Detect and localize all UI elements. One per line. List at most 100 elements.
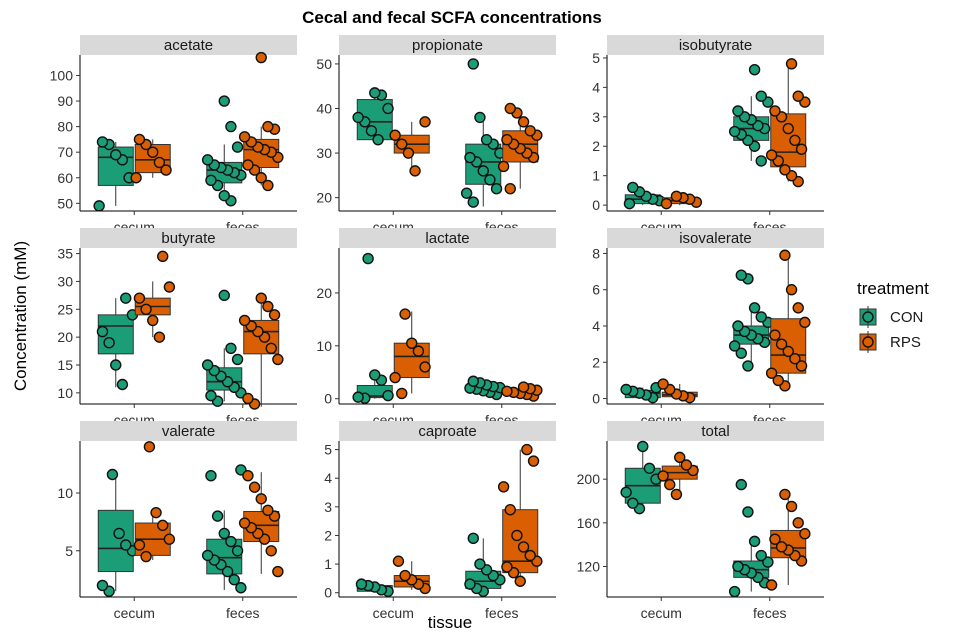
data-point — [762, 556, 774, 568]
y-tick-label-isobutyrate: 1 — [592, 168, 600, 184]
box-isobutyrate-cecum-RPS — [660, 190, 703, 210]
data-point — [419, 116, 431, 128]
data-point — [755, 155, 767, 167]
box-propionate-cecum-CON — [352, 87, 394, 146]
box-propionate-feces-CON — [460, 58, 506, 208]
data-point — [779, 164, 791, 176]
strip-propionate — [339, 35, 556, 55]
box-valerate-feces-RPS — [238, 469, 284, 578]
y-tick-label-propionate: 20 — [316, 190, 332, 206]
data-point — [205, 469, 217, 482]
data-point — [355, 578, 368, 590]
data-point — [464, 151, 476, 164]
data-point — [140, 303, 152, 315]
data-point — [732, 105, 744, 117]
box-butyrate-feces-CON — [201, 289, 247, 407]
panel-caproate: caproate 0 1 2 3 4 5 cecum feces — [324, 421, 556, 621]
data-point — [369, 369, 381, 381]
data-point — [785, 58, 798, 70]
x-tick-label-caproate: cecum — [373, 605, 414, 621]
box-total-feces-RPS — [765, 488, 811, 591]
data-point — [748, 302, 761, 314]
strip-label-caproate: caproate — [418, 423, 476, 440]
y-tick-label-total: 120 — [577, 558, 601, 574]
box-butyrate-cecum-RPS — [133, 250, 176, 343]
data-point — [412, 345, 425, 357]
y-tick-label-butyrate: 35 — [57, 246, 73, 262]
strip-label-isobutyrate: isobutyrate — [679, 37, 752, 54]
x-tick-label-valerate: feces — [226, 605, 259, 621]
data-point — [262, 504, 274, 517]
strip-butyrate — [80, 228, 297, 248]
data-point — [728, 340, 741, 352]
data-point — [147, 146, 159, 158]
data-point — [255, 493, 267, 505]
data-point — [133, 133, 146, 146]
data-point — [399, 569, 411, 582]
data-point — [799, 316, 811, 329]
y-tick-label-caproate: 3 — [324, 499, 332, 515]
box-isovalerate-cecum-CON — [620, 381, 662, 404]
data-point — [742, 360, 754, 372]
data-point — [517, 541, 530, 553]
data-point — [133, 292, 146, 304]
data-point — [201, 359, 214, 371]
y-tick-label-valerate: 10 — [57, 485, 73, 501]
data-point — [799, 528, 811, 540]
data-point — [352, 111, 364, 124]
box-valerate-cecum-CON — [96, 468, 139, 597]
data-point — [130, 172, 142, 184]
data-point — [218, 527, 230, 540]
y-tick-label-isovalerate: 6 — [592, 282, 600, 298]
data-point — [474, 558, 486, 570]
data-point — [268, 309, 281, 321]
y-tick-label-isobutyrate: 0 — [592, 197, 600, 213]
legend: treatment CON RPS — [857, 279, 929, 353]
data-point — [205, 174, 217, 187]
y-tick-label-isobutyrate: 2 — [592, 138, 600, 154]
y-tick-label-acetate: 100 — [50, 67, 74, 83]
data-point — [262, 300, 274, 313]
y-tick-label-isobutyrate: 3 — [592, 109, 600, 125]
box-butyrate-cecum-CON — [96, 292, 139, 391]
data-point — [262, 120, 274, 133]
box-valerate-feces-CON — [201, 464, 247, 594]
data-point — [497, 160, 510, 173]
data-point — [497, 481, 510, 493]
data-point — [235, 582, 247, 594]
data-point — [732, 320, 744, 332]
data-point — [218, 289, 230, 302]
data-point — [477, 165, 489, 177]
data-point — [732, 560, 744, 573]
box-isovalerate-cecum-RPS — [657, 378, 698, 404]
data-point — [785, 284, 798, 296]
data-point — [211, 510, 224, 522]
strip-label-butyrate: butyrate — [161, 230, 215, 247]
y-tick-label-valerate: 5 — [65, 543, 73, 559]
data-point — [680, 459, 693, 471]
box-lactate-feces-RPS — [501, 381, 543, 402]
data-point — [147, 314, 159, 327]
y-tick-label-butyrate: 25 — [57, 301, 73, 317]
x-axis-title: tissue — [428, 613, 472, 632]
box-total-cecum-RPS — [657, 451, 699, 501]
box-acetate-cecum-RPS — [130, 133, 172, 184]
data-point — [748, 535, 761, 548]
data-point — [160, 164, 172, 176]
data-point — [225, 342, 237, 354]
data-point — [735, 347, 747, 359]
data-point — [517, 116, 530, 128]
data-point — [372, 133, 384, 146]
data-point — [775, 338, 788, 350]
box-total-cecum-CON — [620, 440, 662, 515]
data-point — [106, 468, 119, 481]
x-tick-label-valerate: cecum — [114, 605, 155, 621]
panel-valerate: valerate 5 10 cecum feces — [57, 421, 297, 621]
box-isobutyrate-cecum-CON — [623, 181, 666, 210]
data-point — [110, 359, 122, 371]
